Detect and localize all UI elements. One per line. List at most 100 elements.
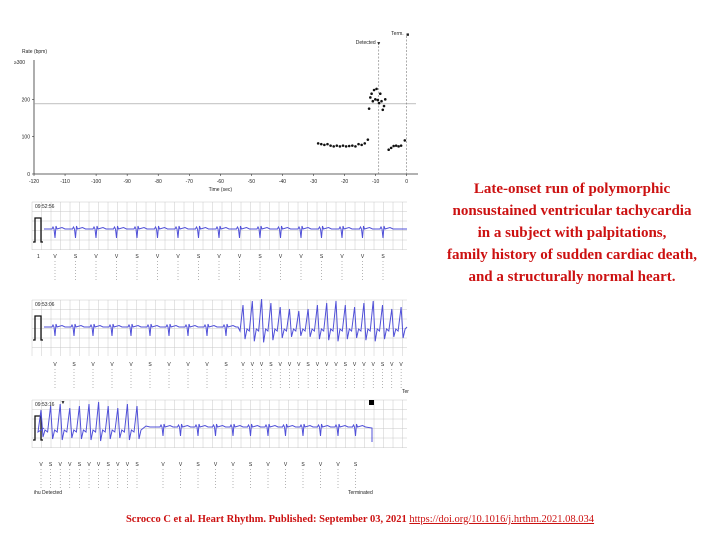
data-point [316,142,320,145]
data-point [354,145,357,148]
beat-marker: V [53,254,57,260]
beat-marker: V [319,462,323,468]
data-point [370,92,373,96]
beat-marker: S [49,462,53,468]
data-point [360,143,363,147]
beat-marker: V [399,362,403,368]
beat-marker: S [320,254,324,260]
beat-marker: V [241,362,245,368]
x-tick-label: -60 [217,179,224,185]
beat-marker: S [135,254,139,260]
x-tick-label: -70 [186,179,193,185]
beat-marker: V [279,254,283,260]
beat-marker: V [176,254,180,260]
x-axis-label: Time (sec) [209,187,233,193]
beat-marker: V [316,362,320,368]
beat-marker: S [196,462,200,468]
doi-link[interactable]: https://doi.org/10.1016/j.hrthm.2021.08.… [409,514,595,525]
detected-marker: ▼ [61,400,66,406]
data-point [403,139,407,142]
figure-caption: Late-onset run of polymorphic nonsustain… [432,178,712,288]
beat-marker: V [68,462,72,468]
beat-marker: V [214,462,218,468]
strip-left-label: ihu Detected [34,490,62,496]
beat-marker: V [115,254,119,260]
beat-marker: V [116,462,120,468]
marker-label: Term. [391,31,404,37]
data-point [357,142,360,146]
beat-marker: S [72,362,76,368]
beat-marker: V [251,362,255,368]
data-point [387,148,390,152]
marker-symbol: ▼ [376,41,381,47]
data-point [369,96,372,99]
data-point [383,98,387,101]
beat-marker: V [362,362,366,368]
beat-marker: V [231,462,235,468]
data-point [363,142,367,145]
data-point [338,145,342,148]
marker-label: Detected [356,40,376,46]
beat-marker: V [353,362,357,368]
caption-line: in a subject with palpitations, [477,225,667,241]
y-tick-label: ≥300 [14,60,25,66]
ecg-strip-1: 09:52:56 V S V V S V V S V V S V V S V V S 1 [31,201,407,282]
x-tick-label: -120 [29,179,39,185]
ecg-trace [44,298,408,343]
data-point [335,144,339,147]
beat-marker: V [325,362,329,368]
data-point [371,99,375,103]
beat-marker: V [87,462,91,468]
data-point [376,98,380,102]
data-point [378,92,382,96]
calibration-pulse [33,217,43,243]
beat-marker: V [238,254,242,260]
beat-marker: S [224,362,228,368]
y-tick-label: 0 [27,172,30,178]
ecg-trace [44,225,407,239]
x-tick-label: -50 [248,179,255,185]
beat-marker: S [197,254,201,260]
beat-marker: S [107,462,111,468]
x-tick-label: -80 [155,179,162,185]
x-tick-label: -110 [60,179,70,185]
beat-marker: V [94,254,98,260]
beat-marker: S [258,254,262,260]
beat-marker: V [266,462,270,468]
beat-marker: V [297,362,301,368]
beat-marker: V [340,254,344,260]
marker-symbol: ■ [406,32,409,38]
x-tick-label: -20 [341,179,348,185]
beat-marker: V [288,362,292,368]
beat-marker: V [53,362,57,368]
y-axis-label: Rate (bpm) [22,49,47,55]
beat-marker: V [161,462,165,468]
x-tick-label: -30 [310,179,317,185]
beat-marker: V [336,462,340,468]
beat-marker: S [249,462,253,468]
beat-marker: V [334,362,338,368]
beat-marker: S [344,362,348,368]
x-tick-label: -40 [279,179,286,185]
citation-text: Scrocco C et al. Heart Rhythm. Published… [125,514,407,525]
beat-marker: S [306,362,310,368]
beat-marker: V [129,362,133,368]
x-tick-label: -90 [124,179,131,185]
beat-marker: V [59,462,63,468]
beat-marker: V [217,254,221,260]
beat-marker: V [110,362,114,368]
beat-marker: S [381,254,385,260]
data-point [366,138,370,141]
strip-timestamp: 09:52:56 [35,204,55,210]
beat-marker: V [156,254,160,260]
beat-marker: V [186,362,190,368]
beat-marker: V [260,362,264,368]
beat-marker: V [97,462,101,468]
data-point [341,144,345,147]
data-point [367,107,371,110]
strip-timestamp: 09:53:16 [35,402,55,408]
y-tick-label: 200 [22,97,31,103]
data-point [389,146,393,150]
